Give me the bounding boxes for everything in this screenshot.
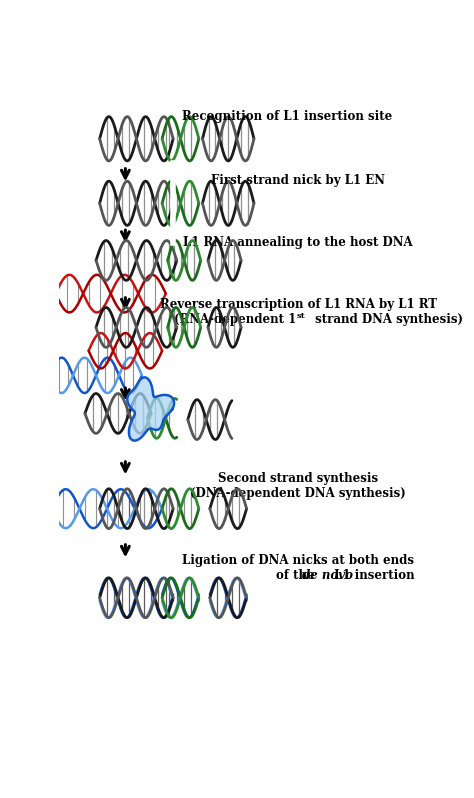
Polygon shape (128, 377, 174, 440)
Text: L1 insertion: L1 insertion (330, 568, 415, 582)
Text: Ligation of DNA nicks at both ends: Ligation of DNA nicks at both ends (182, 554, 414, 567)
Text: st: st (296, 312, 305, 320)
Text: of the: of the (276, 568, 319, 582)
Text: (RNA-dependent 1: (RNA-dependent 1 (174, 313, 296, 326)
Text: L1 RNA annealing to the host DNA: L1 RNA annealing to the host DNA (183, 235, 413, 248)
Text: Reverse transcription of L1 RNA by L1 RT: Reverse transcription of L1 RNA by L1 RT (160, 298, 437, 311)
Text: strand DNA synthesis): strand DNA synthesis) (311, 313, 463, 326)
Text: Second strand synthesis
(DNA-dependent DNA synthesis): Second strand synthesis (DNA-dependent D… (190, 472, 406, 500)
Text: Recognition of L1 insertion site: Recognition of L1 insertion site (182, 110, 392, 123)
Text: First strand nick by L1 EN: First strand nick by L1 EN (211, 174, 385, 187)
Text: de novo: de novo (302, 568, 354, 582)
